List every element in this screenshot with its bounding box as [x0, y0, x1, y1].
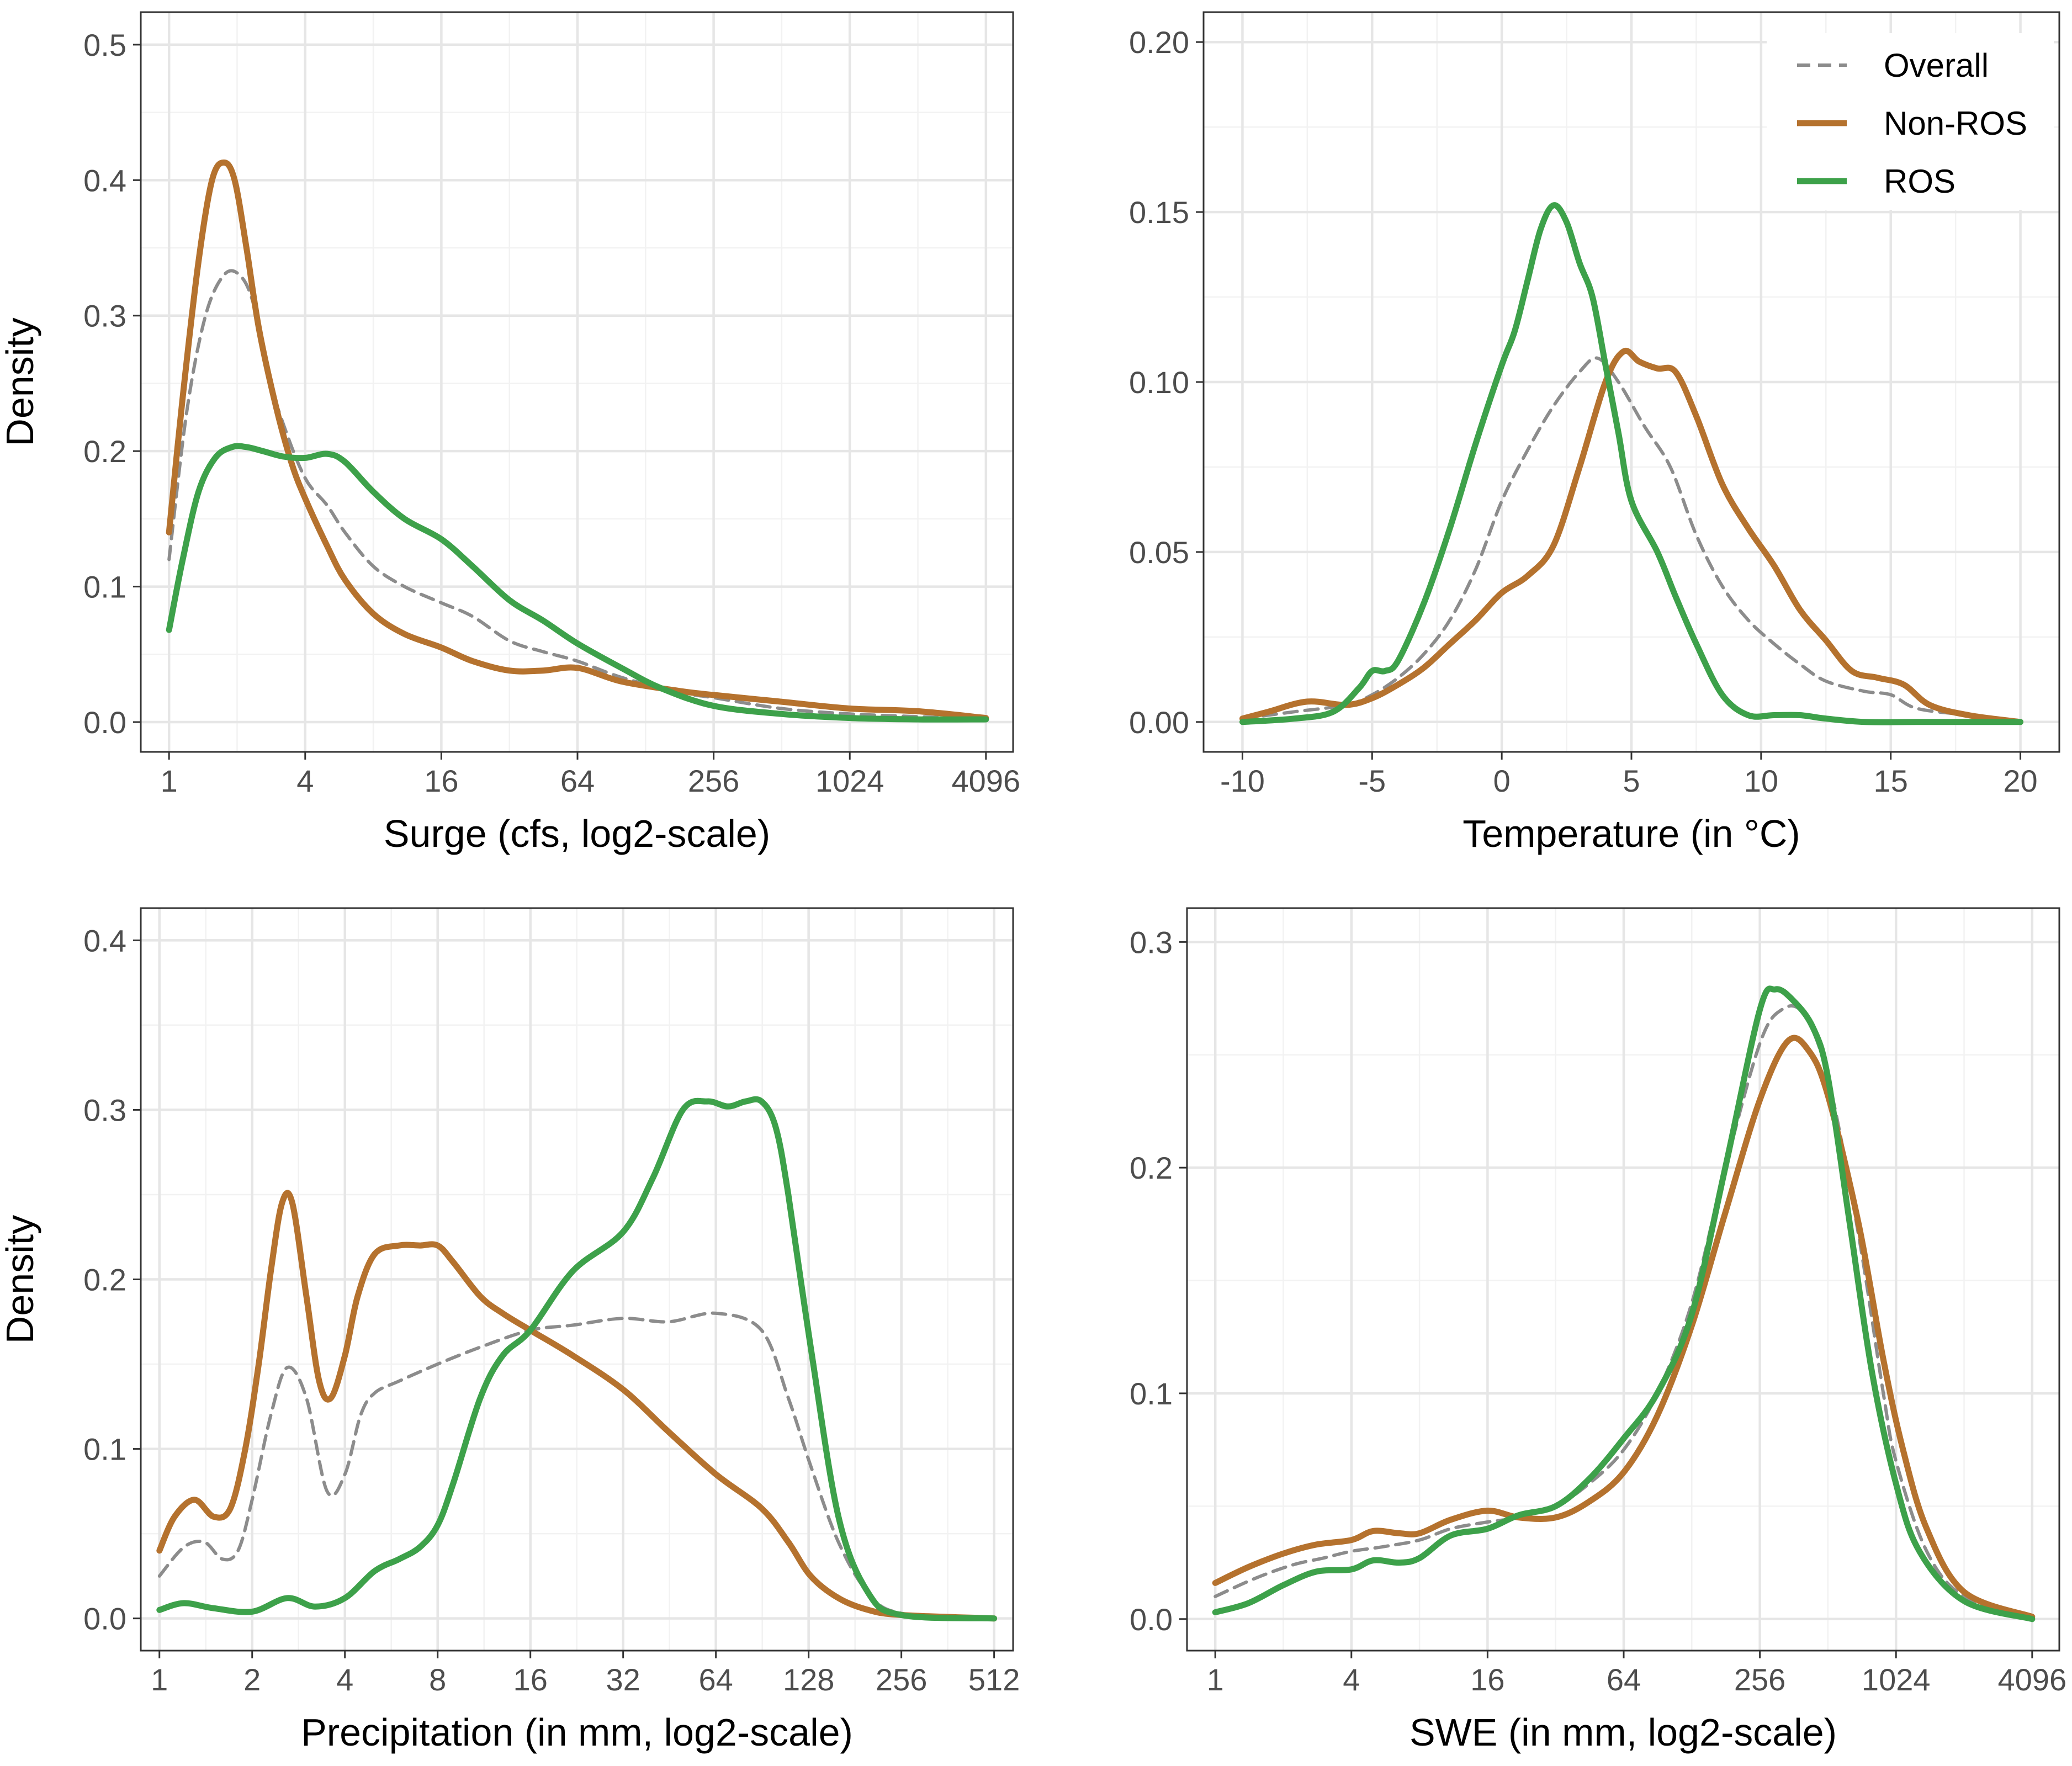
y-tick-label: 0.0 [83, 1601, 126, 1636]
x-axis: 1 4 16 64 256 1024 4096 [161, 752, 1021, 798]
y-tick-label: 0.0 [83, 705, 126, 740]
series-line-non-ros [156, 1190, 998, 1622]
series-line-overall [167, 269, 988, 722]
series-lines [156, 1096, 998, 1622]
x-tick-label: 16 [1470, 1662, 1504, 1697]
y-axis: 0.0 0.1 0.2 0.3 0.4 [83, 923, 141, 1636]
y-tick-label: 0.0 [1130, 1602, 1173, 1637]
x-tick-label: 4 [1343, 1662, 1360, 1697]
series-lines [1239, 202, 2023, 725]
y-tick-label: 0.3 [83, 1093, 126, 1127]
y-tick-label: 0.1 [83, 1432, 126, 1467]
y-tick-label: 0.2 [83, 1263, 126, 1297]
x-tick-label: 4096 [1998, 1662, 2067, 1697]
y-tick-label: 0.2 [83, 434, 126, 469]
x-axis: 1 4 16 64 256 1024 4096 [1207, 1651, 2067, 1697]
series-line-ros [166, 443, 989, 723]
legend: Overall Non-ROS ROS [1767, 33, 2054, 210]
series-line-overall [1241, 356, 2022, 724]
panels: 1 4 16 64 256 1024 40960.00.10.20.30.40.5Surge… [0, 11, 2067, 1754]
x-axis-title: Precipitation (in mm, log2-scale) [301, 1711, 853, 1754]
x-axis: 1 2 4 8 16 32 64 128 256 512 [151, 1651, 1020, 1697]
y-tick-label: 0.4 [83, 923, 126, 958]
x-tick-label: 256 [1734, 1662, 1785, 1697]
grid [141, 12, 1013, 752]
legend-label-overall: Overall [1884, 47, 1989, 84]
y-tick-label: 0.1 [1130, 1376, 1173, 1411]
x-tick-label: 1024 [815, 763, 884, 798]
x-tick-label: 4 [336, 1662, 353, 1697]
y-tick-label: 0.2 [1130, 1150, 1173, 1185]
x-tick-label: 2 [243, 1662, 261, 1697]
x-axis-title: SWE (in mm, log2-scale) [1409, 1711, 1837, 1754]
x-tick-label: 1024 [1862, 1662, 1931, 1697]
series-lines [166, 159, 989, 723]
y-axis: 0.0 0.1 0.2 0.3 [1130, 925, 1187, 1637]
x-tick-label: 1 [151, 1662, 168, 1697]
y-tick-label: 0.05 [1129, 535, 1189, 570]
chart-panel-1: 1 4 16 64 256 1024 4096 0.0 0.1 0.2 0.3 0.4 0.5 Surge… [0, 11, 1021, 855]
x-tick-label: 0 [1493, 763, 1511, 798]
x-tick-label: 10 [1744, 763, 1778, 798]
chart-panel-4: 1 4 16 64 256 1024 4096 0.0 0.1 0.2 0.3 SWE (in mm,… [1130, 907, 2067, 1754]
x-tick-label: 64 [699, 1662, 733, 1697]
x-tick-label: 32 [606, 1662, 640, 1697]
series-line-non-ros [166, 159, 989, 722]
series-line-ros [1212, 985, 2036, 1622]
x-tick-label: 64 [1607, 1662, 1641, 1697]
x-axis: -10 -5 0 5 10 15 20 [1220, 752, 2038, 798]
y-tick-label: 0.3 [83, 299, 126, 333]
x-tick-label: 16 [424, 763, 458, 798]
y-axis-title: Density [0, 317, 41, 446]
x-axis-title: Temperature (in °C) [1462, 812, 1800, 855]
chart-panel-2: -10 -5 0 5 10 15 20 0.00 0.05 0.10 0.15 0.20 Tempera… [1129, 11, 2060, 855]
y-tick-label: 0.15 [1129, 195, 1189, 230]
x-tick-label: 15 [1874, 763, 1908, 798]
x-tick-label: -5 [1358, 763, 1386, 798]
series-line-non-ros [1239, 348, 2023, 725]
series-line-ros [156, 1096, 998, 1622]
x-axis-title: Surge (cfs, log2-scale) [384, 812, 770, 855]
series-line-non-ros [1212, 1035, 2036, 1620]
x-tick-label: -10 [1220, 763, 1265, 798]
series-lines [1212, 985, 2036, 1622]
y-axis: 0.0 0.1 0.2 0.3 0.4 0.5 [83, 28, 141, 740]
x-tick-label: 4 [296, 763, 314, 798]
x-tick-label: 20 [2003, 763, 2037, 798]
y-tick-label: 0.10 [1129, 365, 1189, 400]
series-line-ros [1239, 202, 2023, 725]
legend-label-ros: ROS [1884, 163, 1956, 200]
x-tick-label: 1 [1207, 1662, 1224, 1697]
x-tick-label: 256 [688, 763, 739, 798]
x-tick-label: 64 [560, 763, 595, 798]
legend-label-non-ros: Non-ROS [1884, 105, 2027, 142]
x-tick-label: 128 [783, 1662, 834, 1697]
y-tick-label: 0.5 [83, 28, 126, 62]
y-axis-title: Density [0, 1215, 41, 1344]
y-tick-label: 0.1 [83, 570, 126, 604]
x-tick-label: 512 [968, 1662, 1020, 1697]
y-tick-label: 0.4 [83, 163, 126, 198]
series-line-overall [157, 1311, 996, 1620]
x-tick-label: 256 [876, 1662, 927, 1697]
grid [141, 908, 1013, 1651]
x-tick-label: 4096 [952, 763, 1021, 798]
y-axis: 0.00 0.05 0.10 0.15 0.20 [1129, 25, 1204, 740]
x-tick-label: 8 [429, 1662, 446, 1697]
x-tick-label: 16 [513, 1662, 548, 1697]
x-tick-label: 5 [1623, 763, 1640, 798]
y-tick-label: 0.20 [1129, 25, 1189, 60]
y-tick-label: 0.00 [1129, 705, 1189, 740]
chart-panel-3: 1 2 4 8 16 32 64 128 256 512 0.0 0.1 0.2 0.3 0.4 Precip… [0, 907, 1020, 1754]
x-tick-label: 1 [161, 763, 178, 798]
y-tick-label: 0.3 [1130, 925, 1173, 959]
